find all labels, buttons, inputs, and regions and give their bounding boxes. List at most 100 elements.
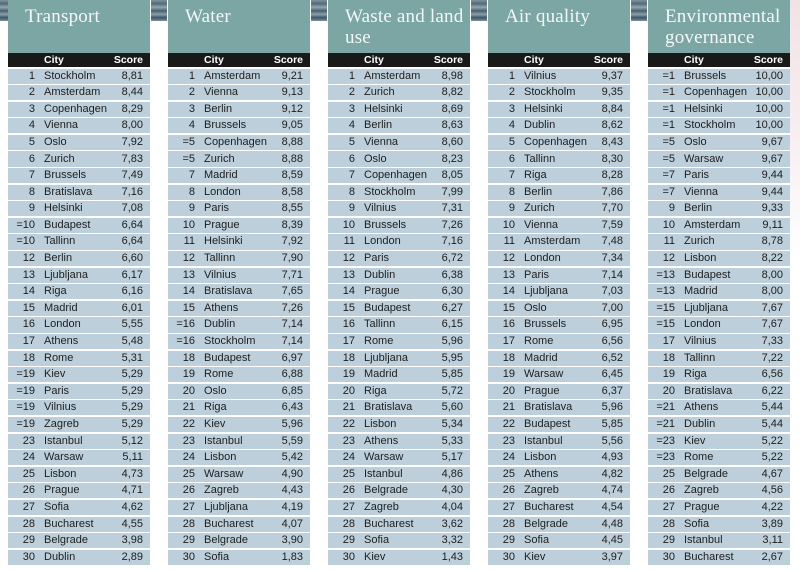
city-cell: Rome xyxy=(524,335,554,348)
table-row: 14 Bratislava 7,65 xyxy=(168,284,310,300)
score-cell: 8,05 xyxy=(441,169,463,182)
ranking-table: Waste and land use City Score 1 Amsterda… xyxy=(328,0,470,566)
score-cell: 5,48 xyxy=(121,335,143,348)
city-cell: Paris xyxy=(44,384,70,397)
score-cell: 3,89 xyxy=(761,517,783,530)
table-row: 18 Budapest 6,97 xyxy=(168,350,310,366)
score-cell: 8,29 xyxy=(121,102,143,115)
score-cell: 9,67 xyxy=(761,152,783,165)
score-cell: 5,44 xyxy=(761,401,783,414)
table-row: 2 Vienna 9,13 xyxy=(168,85,310,101)
rank-cell: 27 xyxy=(182,500,195,513)
table-row: 30 Dublin 2,89 xyxy=(8,549,150,565)
score-cell: 9,44 xyxy=(761,185,783,198)
table-row: 27 Ljubljana 4,19 xyxy=(168,499,310,516)
table-row: 1 Amsterdam 8,98 xyxy=(328,68,470,84)
score-cell: 3,62 xyxy=(441,517,463,530)
rank-cell: 9 xyxy=(668,202,675,215)
city-cell: Riga xyxy=(44,285,67,298)
table-row: 28 Belgrade 4,48 xyxy=(488,516,630,532)
city-cell: Zagreb xyxy=(524,484,559,497)
table-row: =5 Zurich 8,88 xyxy=(168,151,310,167)
score-cell: 9,44 xyxy=(761,169,783,182)
rank-cell: 7 xyxy=(28,169,35,182)
rank-cell: 23 xyxy=(182,434,195,447)
table-row: 30 Sofia 1,83 xyxy=(168,549,310,565)
score-cell: 8,78 xyxy=(761,235,783,248)
score-cell: 4,90 xyxy=(281,467,303,480)
city-cell: Belgrade xyxy=(684,467,729,480)
table-row: =19 Paris 5,29 xyxy=(8,383,150,399)
score-cell: 9,11 xyxy=(762,218,783,231)
table-row: 7 Madrid 8,59 xyxy=(168,168,310,184)
table-row: 30 Kiev 1,43 xyxy=(328,549,470,565)
score-column-header: Score xyxy=(433,54,463,66)
table-body: 1 Amsterdam 9,21 2 Vienna 9,13 3 Berlin … xyxy=(168,68,310,565)
city-cell: Tallinn xyxy=(524,152,556,165)
city-cell: London xyxy=(684,318,721,331)
score-cell: 9,35 xyxy=(601,86,623,99)
city-cell: Kiev xyxy=(44,368,66,381)
table-body: 1 Amsterdam 8,98 2 Zurich 8,82 3 Helsink… xyxy=(328,68,470,565)
city-cell: Stockholm xyxy=(524,86,576,99)
table-row: 9 Berlin 9,33 xyxy=(648,201,790,217)
score-cell: 6,72 xyxy=(441,252,463,265)
rank-cell: =5 xyxy=(182,135,195,148)
city-cell: Paris xyxy=(524,268,550,281)
score-cell: 8,62 xyxy=(601,119,623,132)
rank-cell: 29 xyxy=(22,534,35,547)
rank-cell: 17 xyxy=(502,335,515,348)
city-cell: Prague xyxy=(44,484,80,497)
rank-cell: 28 xyxy=(22,517,35,530)
city-cell: Copenhagen xyxy=(524,135,588,148)
city-cell: London xyxy=(204,185,241,198)
table-row: =23 Rome 5,22 xyxy=(648,450,790,466)
city-cell: Amsterdam xyxy=(684,218,741,231)
rank-cell: 15 xyxy=(182,301,195,314)
score-cell: 10,00 xyxy=(755,102,783,115)
rank-cell: 22 xyxy=(502,418,515,431)
rank-cell: 12 xyxy=(342,252,355,265)
rank-cell: 28 xyxy=(182,517,195,530)
rank-cell: =21 xyxy=(656,401,675,414)
city-cell: Riga xyxy=(524,169,547,182)
rank-cell: =1 xyxy=(662,86,675,99)
score-cell: 5,29 xyxy=(121,368,143,381)
rank-cell: 1 xyxy=(508,69,515,82)
city-cell: Lisbon xyxy=(524,451,557,464)
table-row: 27 Zagreb 4,04 xyxy=(328,499,470,516)
score-cell: 4,67 xyxy=(761,467,783,480)
table-title-band: Transport xyxy=(8,0,150,53)
rank-cell: =1 xyxy=(662,102,675,115)
table-title: Air quality xyxy=(505,6,591,27)
rank-cell: 17 xyxy=(22,335,35,348)
table-body: =1 Brussels 10,00 =1 Copenhagen 10,00 =1… xyxy=(648,68,790,565)
table-row: 9 Vilnius 7,31 xyxy=(328,201,470,217)
rank-cell: =10 xyxy=(16,218,35,231)
score-cell: 7,34 xyxy=(601,252,623,265)
city-cell: Kiev xyxy=(524,550,546,563)
city-cell: Zurich xyxy=(364,86,395,99)
city-cell: Budapest xyxy=(204,351,251,364)
score-cell: 4,48 xyxy=(601,517,623,530)
rank-cell: 8 xyxy=(28,185,35,198)
table-row: 30 Kiev 3,97 xyxy=(488,549,630,565)
table-title-band: Environmental governance xyxy=(648,0,790,53)
rank-cell: 11 xyxy=(183,235,195,248)
rank-cell: 16 xyxy=(342,318,355,331)
score-cell: 8,39 xyxy=(281,218,303,231)
rank-cell: 7 xyxy=(188,169,195,182)
rank-cell: 11 xyxy=(663,235,675,248)
city-cell: Warsaw xyxy=(44,451,84,464)
table-row: 3 Helsinki 8,69 xyxy=(328,101,470,117)
city-cell: Madrid xyxy=(204,169,238,182)
city-cell: Berlin xyxy=(364,119,393,132)
city-cell: Warsaw xyxy=(524,368,564,381)
score-cell: 6,27 xyxy=(441,301,463,314)
score-column-header: Score xyxy=(753,54,783,66)
score-cell: 7,26 xyxy=(281,301,303,314)
city-cell: Prague xyxy=(364,285,400,298)
table-row: 22 Budapest 5,85 xyxy=(488,416,630,433)
score-cell: 9,21 xyxy=(281,69,303,82)
table-title-band: Waste and land use xyxy=(328,0,470,53)
